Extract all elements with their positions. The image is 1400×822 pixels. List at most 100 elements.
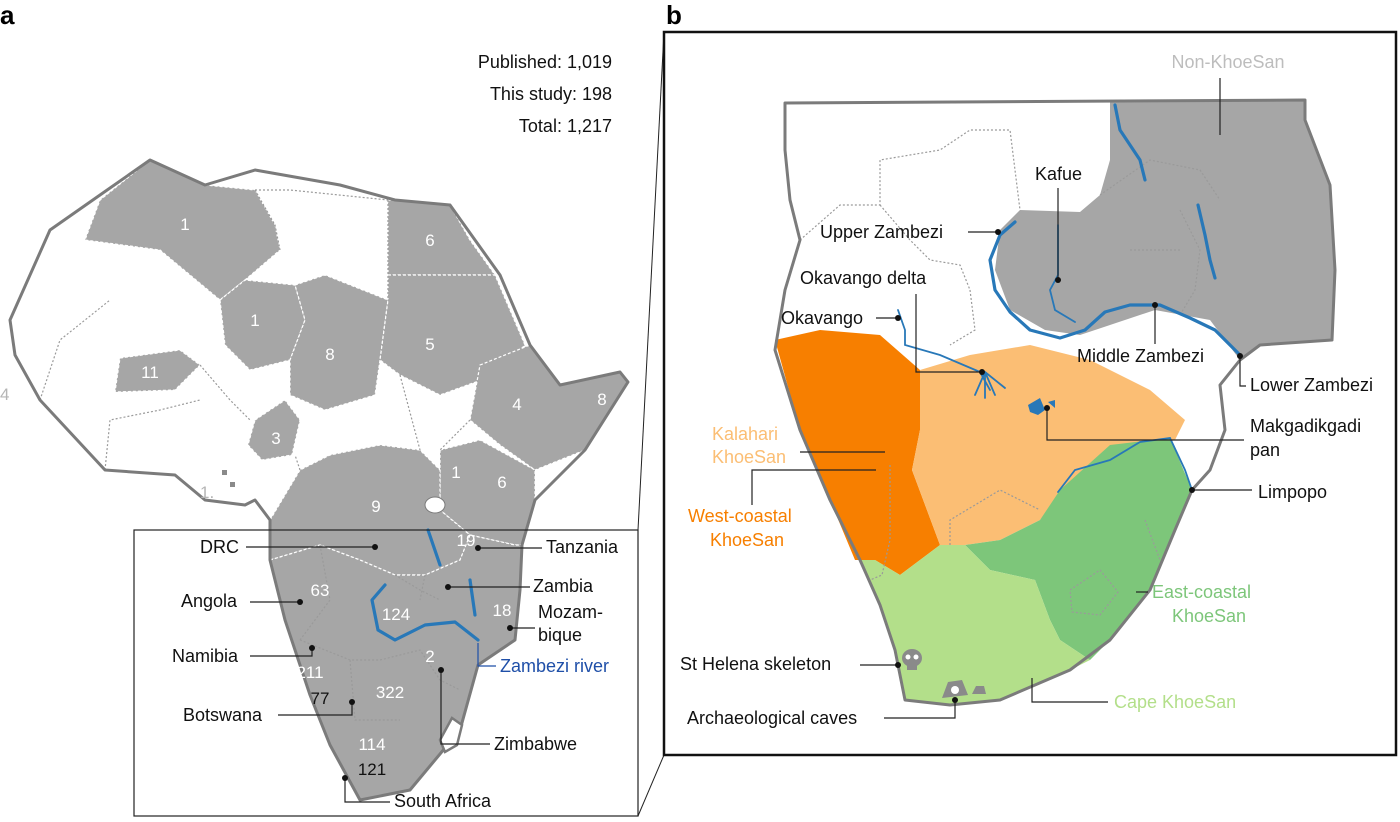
leader-lower-zambezi xyxy=(1239,356,1246,387)
dot-kafue xyxy=(1055,277,1061,283)
count-angola: 63 xyxy=(311,581,330,600)
zoom-line-bottom xyxy=(637,754,665,817)
zambezi-river-b-top xyxy=(1113,103,1147,182)
dot-middle-zambezi xyxy=(1152,302,1158,308)
count-zambia: 124 xyxy=(382,605,410,624)
count-kenya: 6 xyxy=(497,473,506,492)
count-uganda: 1 xyxy=(451,463,460,482)
dot-makgadikgadi xyxy=(1044,405,1050,411)
label-kalahari-2: KhoeSan xyxy=(712,447,786,467)
dot-angola xyxy=(297,599,303,605)
lake-malawi xyxy=(468,578,477,617)
dot-zambia xyxy=(445,584,451,590)
label-upper-zambezi: Upper Zambezi xyxy=(820,222,943,242)
africa-map: 1 6 1 8 5 11 4 8 3 1 6 9 19 63 124 18 2 … xyxy=(0,158,630,802)
dot-upper-zambezi xyxy=(995,229,1001,235)
sample-stats: Published: 1,019 This study: 198 Total: … xyxy=(478,52,612,136)
lake-malawi-b xyxy=(1196,203,1217,280)
borders-north xyxy=(39,189,471,471)
label-angola: Angola xyxy=(181,591,238,611)
okavango-river xyxy=(897,309,991,391)
label-cape-khoesan: Cape KhoeSan xyxy=(1114,692,1236,712)
count-sudan: 5 xyxy=(425,335,434,354)
count-botswana: 322 xyxy=(376,683,404,702)
borders-panel-b xyxy=(799,129,1221,616)
panel-label-b: b xyxy=(666,0,682,30)
count-drc: 9 xyxy=(371,497,380,516)
label-zambezi-river: Zambezi river xyxy=(500,656,609,676)
label-east-coastal-1: East-coastal xyxy=(1152,582,1251,602)
label-botswana: Botswana xyxy=(183,705,263,725)
label-lower-zambezi: Lower Zambezi xyxy=(1250,375,1373,395)
count-namibia-new: 77 xyxy=(311,689,330,708)
stat-published: Published: 1,019 xyxy=(478,52,612,72)
dot-zimbabwe xyxy=(438,667,444,673)
count-tanzania: 19 xyxy=(457,531,476,550)
leader-west-coastal xyxy=(751,469,876,505)
panel-b-labels: Non-KhoeSan Kafue Upper Zambezi Okavango… xyxy=(680,52,1373,728)
borders-south xyxy=(299,544,461,721)
count-niger: 1 xyxy=(250,311,259,330)
leader-botswana xyxy=(278,702,353,716)
count-mozambique: 18 xyxy=(493,601,512,620)
okavango-delta-fan xyxy=(974,371,1006,399)
limpopo-river xyxy=(1057,437,1193,493)
region-east-coastal xyxy=(965,438,1192,660)
label-middle-zambezi: Middle Zambezi xyxy=(1077,346,1204,366)
panel-a-labels: DRC Tanzania Angola Zambia Mozam- bique … xyxy=(172,537,619,811)
count-egypt: 6 xyxy=(425,231,434,250)
label-drc: DRC xyxy=(200,537,239,557)
makgadikgadi-pan xyxy=(1028,398,1055,415)
label-west-coastal-1: West-coastal xyxy=(688,506,792,526)
country-cameroon xyxy=(247,399,301,461)
skull-icon xyxy=(902,649,922,670)
label-limpopo: Limpopo xyxy=(1258,482,1327,502)
region-non-khoesan xyxy=(995,100,1335,360)
lake-victoria xyxy=(424,496,446,514)
leader-okavango-delta xyxy=(915,294,982,373)
label-east-coastal-2: KhoeSan xyxy=(1172,606,1246,626)
dot-lower-zambezi xyxy=(1237,353,1243,359)
zoom-line-top xyxy=(637,31,665,531)
dot-mozambique xyxy=(507,625,513,631)
label-kafue: Kafue xyxy=(1035,164,1082,184)
dot-namibia xyxy=(309,645,315,651)
label-tanzania: Tanzania xyxy=(546,537,619,557)
island-1 xyxy=(222,470,227,475)
leader-zambezi-river xyxy=(477,643,496,667)
stat-this-study: This study: 198 xyxy=(490,84,612,104)
stat-total: Total: 1,217 xyxy=(519,116,612,136)
dot-drc xyxy=(372,544,378,550)
label-zambia: Zambia xyxy=(533,576,594,596)
count-ethiopia: 4 xyxy=(512,395,521,414)
label-non-khoesan: Non-KhoeSan xyxy=(1171,52,1284,72)
label-makgadikgadi-1: Makgadikgadi xyxy=(1250,416,1361,436)
count-south-africa-new: 121 xyxy=(358,760,386,779)
panel-label-a: a xyxy=(0,0,15,30)
country-chad xyxy=(289,274,389,411)
count-senegal-partial: 4 xyxy=(0,385,9,404)
dot-st-helena xyxy=(895,662,901,668)
label-namibia: Namibia xyxy=(172,646,239,666)
label-okavango: Okavango xyxy=(781,308,863,328)
label-zimbabwe: Zimbabwe xyxy=(494,734,577,754)
label-west-coastal-2: KhoeSan xyxy=(710,530,784,550)
dot-okavango xyxy=(895,315,901,321)
dot-okavango-delta xyxy=(979,369,985,375)
country-burkina xyxy=(114,349,201,393)
leader-caves xyxy=(884,700,956,719)
dot-botswana xyxy=(349,699,355,705)
count-namibia-published: 211 xyxy=(296,663,323,682)
region-kalahari xyxy=(912,345,1185,545)
cave-icon xyxy=(942,680,986,698)
inset-frame-a xyxy=(133,529,639,817)
country-egypt xyxy=(387,199,497,276)
coastline-panel-b xyxy=(773,98,1337,707)
leader-zimbabwe xyxy=(440,670,490,745)
island-2 xyxy=(230,482,235,487)
label-okavango-delta: Okavango delta xyxy=(800,268,927,288)
label-mozambique-2: bique xyxy=(538,625,582,645)
count-cameroon: 3 xyxy=(271,429,280,448)
zambezi-river-a xyxy=(370,583,480,642)
count-cape-verde-partial: 1. xyxy=(200,483,214,502)
